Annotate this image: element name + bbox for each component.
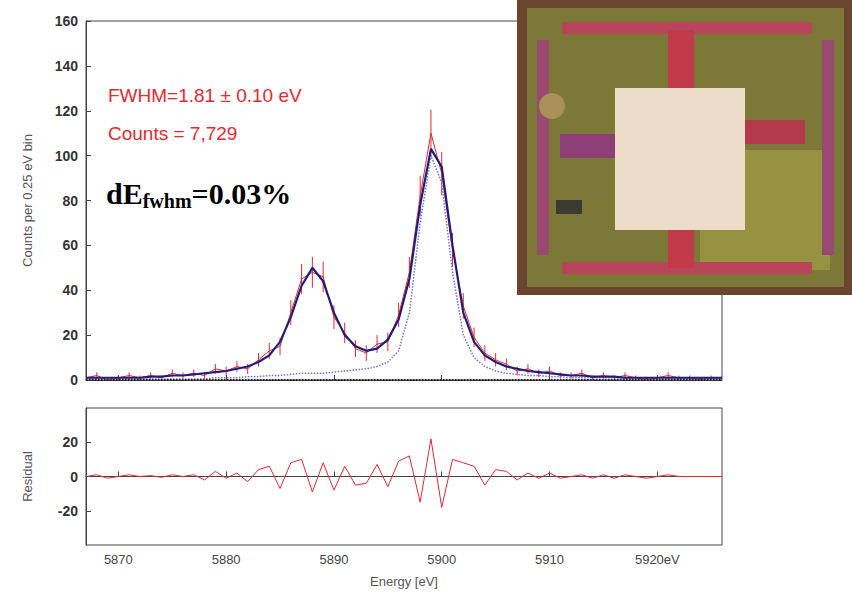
svg-text:60: 60 <box>62 237 78 253</box>
svg-text:5870: 5870 <box>104 552 133 567</box>
svg-text:20: 20 <box>62 434 78 450</box>
svg-text:dE: dE <box>106 177 143 210</box>
svg-text:5890: 5890 <box>319 552 348 567</box>
svg-text:Counts per 0.25 eV bin: Counts per 0.25 eV bin <box>20 134 35 267</box>
svg-text:120: 120 <box>55 103 79 119</box>
svg-text:fwhm: fwhm <box>143 190 192 212</box>
svg-text:0: 0 <box>70 372 78 388</box>
svg-text:40: 40 <box>62 282 78 298</box>
svg-text:FWHM=1.81 ± 0.10 eV: FWHM=1.81 ± 0.10 eV <box>108 85 302 106</box>
svg-text:20: 20 <box>62 327 78 343</box>
svg-text:-20: -20 <box>58 503 78 519</box>
svg-text:Energy [eV]: Energy [eV] <box>370 574 438 589</box>
svg-text:Counts = 7,729: Counts = 7,729 <box>108 123 237 144</box>
svg-text:5910: 5910 <box>535 552 564 567</box>
svg-text:5920eV: 5920eV <box>635 552 680 567</box>
svg-text:80: 80 <box>62 193 78 209</box>
svg-text:5900: 5900 <box>427 552 456 567</box>
svg-text:=0.03%: =0.03% <box>192 177 292 210</box>
svg-text:5880: 5880 <box>212 552 241 567</box>
svg-text:160: 160 <box>55 13 79 29</box>
svg-text:100: 100 <box>55 148 79 164</box>
svg-text:0: 0 <box>70 469 78 485</box>
svg-text:Residual: Residual <box>20 451 35 502</box>
svg-text:140: 140 <box>55 58 79 74</box>
